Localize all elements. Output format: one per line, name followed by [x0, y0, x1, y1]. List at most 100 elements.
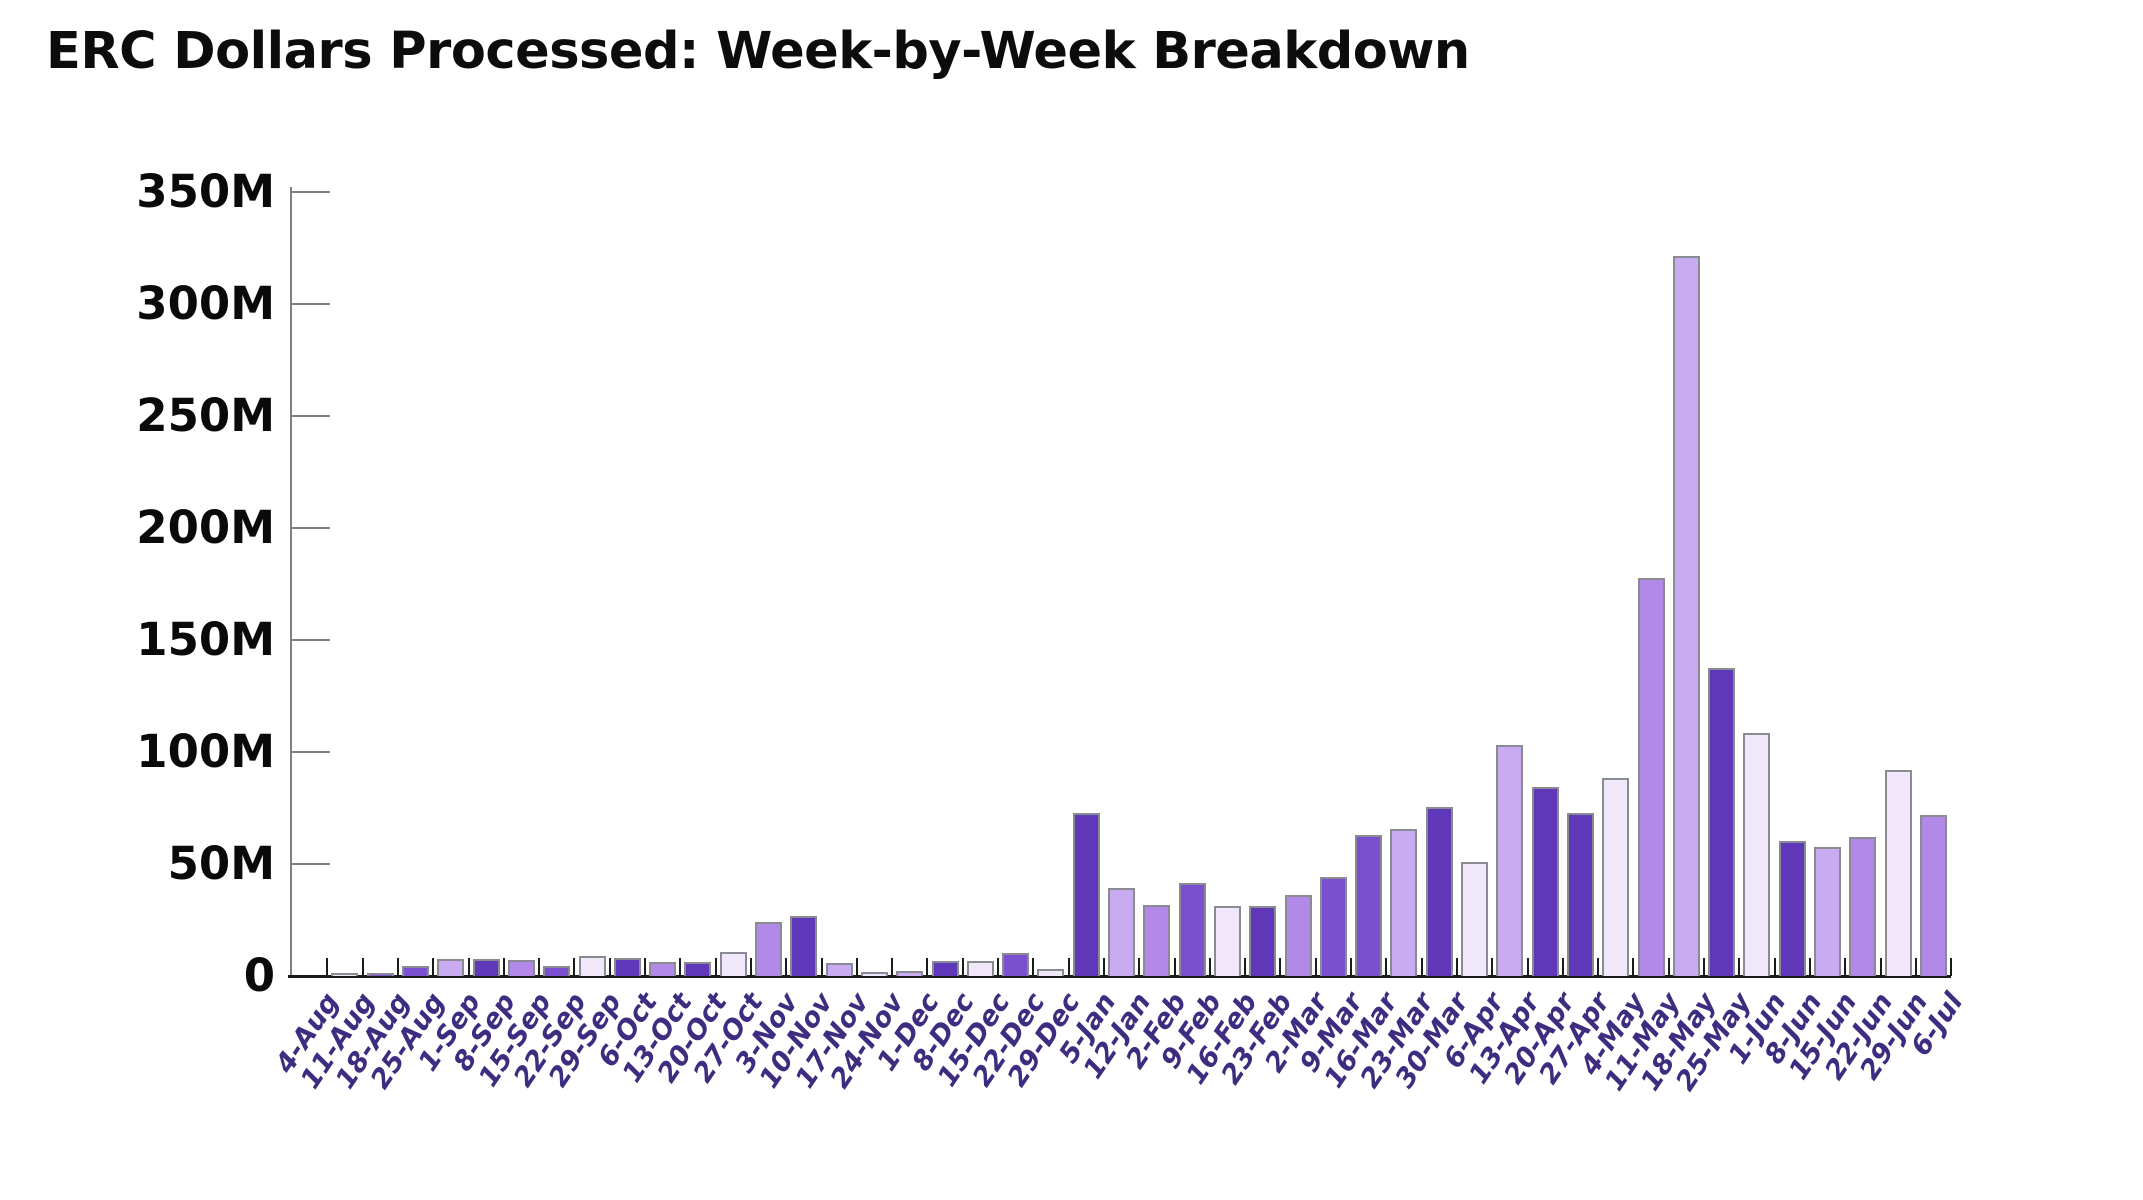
bar-22-sep: [543, 966, 570, 976]
x-axis-tick: [644, 958, 646, 976]
x-axis-tick: [1208, 958, 1211, 976]
x-axis-tick: [820, 958, 823, 976]
y-axis-tick: [290, 639, 330, 641]
bar-25-aug: [402, 966, 429, 976]
bar-6-oct: [614, 958, 641, 976]
x-axis-tick: [1597, 958, 1600, 976]
y-axis-tick-label: 50M: [167, 837, 275, 890]
x-axis-tick: [1067, 958, 1070, 976]
x-axis-tick: [679, 958, 682, 976]
bar-8-jun: [1779, 841, 1806, 976]
x-axis-tick: [1385, 958, 1388, 976]
x-axis-tick: [1244, 958, 1247, 976]
x-axis-tick: [573, 958, 576, 976]
bar-23-feb: [1249, 906, 1276, 976]
bar-29-jun: [1885, 770, 1912, 976]
bar-11-may: [1638, 578, 1665, 976]
x-axis-tick: [1667, 958, 1670, 976]
x-axis-tick: [432, 958, 435, 976]
chart-title: ERC Dollars Processed: Week-by-Week Brea…: [46, 22, 1470, 81]
y-axis-line: [290, 187, 292, 976]
x-axis-tick: [326, 958, 329, 976]
bar-25-may: [1708, 668, 1735, 976]
bar-10-nov: [790, 916, 817, 976]
bar-3-nov: [755, 922, 782, 976]
bar-18-may: [1673, 256, 1700, 976]
x-axis-tick: [502, 958, 505, 976]
x-axis-tick: [1279, 958, 1282, 976]
y-axis-tick-label: 250M: [136, 389, 275, 442]
bar-8-sep: [473, 959, 500, 976]
y-axis-tick: [290, 191, 330, 193]
x-axis-tick: [361, 958, 364, 976]
x-axis-tick: [1350, 958, 1352, 976]
bar-5-jan: [1073, 813, 1100, 976]
x-axis-tick: [1526, 958, 1529, 976]
bar-8-dec: [932, 961, 959, 976]
x-axis-tick: [1844, 958, 1847, 976]
y-axis-tick-label: 200M: [136, 501, 275, 554]
bar-18-aug: [367, 973, 394, 976]
bar-29-dec: [1037, 969, 1064, 976]
x-axis-tick: [1703, 958, 1705, 976]
y-axis-tick: [290, 751, 330, 753]
bar-27-apr: [1567, 813, 1594, 976]
bar-6-apr: [1461, 862, 1488, 976]
bar-1-dec: [896, 971, 923, 976]
bar-2-mar: [1285, 895, 1312, 976]
x-axis-tick: [1420, 958, 1423, 976]
x-axis-tick: [926, 958, 929, 976]
x-axis-tick: [855, 958, 858, 976]
bar-13-oct: [649, 962, 676, 976]
x-axis-tick: [1561, 958, 1564, 976]
bar-11-aug: [331, 973, 358, 976]
y-axis-tick-label: 0: [243, 949, 275, 1002]
x-axis-tick: [1950, 958, 1953, 976]
bar-12-jan: [1108, 888, 1135, 976]
x-axis-tick: [785, 958, 788, 976]
bar-20-apr: [1532, 787, 1559, 976]
bar-24-nov: [861, 972, 888, 976]
bar-15-dec: [967, 961, 994, 976]
bar-6-jul: [1920, 815, 1947, 976]
x-axis-tick: [608, 958, 611, 976]
bar-27-oct: [720, 952, 747, 976]
x-axis-tick: [1138, 958, 1141, 976]
bar-22-dec: [1002, 953, 1029, 976]
bar-23-mar: [1390, 829, 1417, 976]
bar-15-sep: [508, 960, 535, 976]
x-axis-tick: [1632, 958, 1635, 976]
x-axis-tick: [997, 958, 999, 976]
bar-22-jun: [1849, 837, 1876, 976]
bar-1-sep: [437, 959, 464, 976]
bar-1-jun: [1743, 733, 1770, 976]
x-axis-tick: [1032, 958, 1035, 976]
x-axis-tick: [1914, 958, 1917, 976]
x-axis-tick: [1455, 958, 1458, 976]
y-axis-tick-label: 150M: [136, 613, 275, 666]
bar-15-jun: [1814, 847, 1841, 976]
x-axis-tick: [1491, 958, 1494, 976]
bar-9-feb: [1179, 883, 1206, 976]
x-axis-tick: [467, 958, 470, 976]
bar-4-may: [1602, 778, 1629, 976]
x-axis-tick: [1173, 958, 1176, 976]
x-axis-tick: [1773, 958, 1776, 976]
y-axis-tick: [290, 415, 330, 417]
x-axis-tick: [961, 958, 964, 976]
x-axis-tick: [538, 958, 541, 976]
bar-16-feb: [1214, 906, 1241, 976]
x-axis-tick: [1879, 958, 1882, 976]
bar-17-nov: [826, 963, 853, 976]
x-axis-tick: [1314, 958, 1317, 976]
y-axis-tick-label: 350M: [136, 165, 275, 218]
x-axis-tick: [891, 958, 894, 976]
bar-20-oct: [684, 962, 711, 976]
bar-29-sep: [579, 956, 606, 976]
bar-30-mar: [1426, 807, 1453, 976]
x-axis-tick: [1738, 958, 1741, 976]
x-axis-line: [288, 975, 1951, 978]
y-axis-tick-label: 100M: [136, 725, 275, 778]
x-axis-tick: [714, 958, 717, 976]
